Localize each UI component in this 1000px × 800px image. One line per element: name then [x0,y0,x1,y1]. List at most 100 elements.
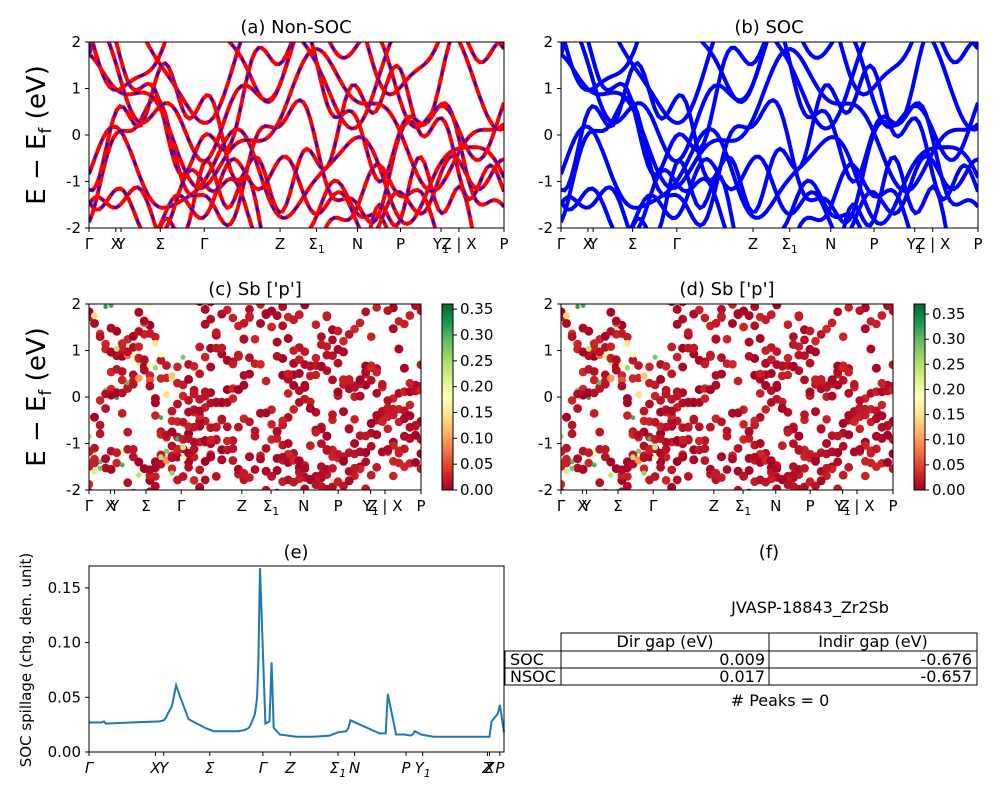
weight-point [806,281,815,290]
weight-point [562,290,570,298]
weight-point [256,304,265,309]
xtick-label: Γ [557,235,566,253]
weight-point [289,346,299,355]
weight-point [300,463,310,473]
weight-point [838,418,848,428]
weight-point [234,422,243,432]
weight-point [245,417,254,427]
weight-point [563,312,570,320]
weight-point [366,441,376,451]
weight-point [827,391,837,401]
weight-point [734,267,743,276]
xtick-label: Z [481,759,493,777]
weight-point [838,441,848,451]
weight-point [184,580,193,589]
weight-point [662,288,671,297]
weight-point [394,545,403,554]
weight-point [170,531,175,536]
weight-point [634,361,643,370]
band-line-overlay [159,156,474,228]
weight-point [295,257,304,266]
weight-point [218,493,227,502]
weight-point [411,519,420,528]
weight-point [378,287,387,296]
xtick-label: Γ [85,235,94,253]
weight-point [690,493,699,502]
weight-point [195,482,205,490]
weight-point [289,315,299,325]
weight-point [756,525,765,534]
weight-point [383,306,393,315]
weight-point [328,410,337,420]
weight-point [806,529,815,538]
weight-point [667,369,677,379]
weight-point [578,323,588,333]
weight-point [229,548,238,557]
ytick-label: 0.05 [48,688,81,706]
row-soc-label: SOC [510,650,544,669]
colorbar-label: 0.20 [932,380,965,398]
weight-point [223,305,232,315]
weight-point [778,291,787,300]
weight-point [584,458,593,468]
weight-point [827,375,837,385]
weight-point [256,319,265,328]
weight-point [223,504,232,513]
weight-point [651,568,660,577]
weight-point [563,468,570,475]
xtick-label: Z [284,759,296,777]
weight-point [734,525,743,534]
weight-point [645,245,654,254]
weight-point [295,474,304,484]
weight-point [579,531,588,540]
weight-point [578,347,588,357]
weight-point [700,313,710,323]
weight-point [112,529,121,538]
weight-point [839,290,848,299]
weight-point [822,383,831,392]
weight-point [134,526,143,535]
weight-point [372,462,382,472]
peaks-count: # Peaks = 0 [731,691,830,710]
weight-point [695,261,704,270]
weight-point [217,343,227,353]
weight-point [750,416,759,426]
xtick-label: Σ [156,235,165,253]
weight-point [772,347,782,356]
weight-point [103,304,108,310]
weight-point [234,352,243,361]
weight-point [800,351,809,360]
weight-point [855,238,864,247]
weight-point [617,487,626,490]
weight-point [772,463,782,473]
weight-point [871,431,881,441]
xtick-label: X [111,235,121,253]
weight-point [800,410,809,420]
weight-point [561,433,564,439]
weight-point [678,304,687,307]
weight-point [744,466,754,475]
weight-point [245,311,254,321]
weight-point [350,463,359,473]
weight-point [750,257,759,266]
weight-point [629,494,638,503]
weight-point [388,324,398,334]
weight-point [651,455,659,462]
colorbar-label: 0.25 [460,352,493,370]
weight-point [135,374,143,383]
panel-e-spillage: (e) SOC spillage (chg. den. unit) 0.00 0.… [17,542,505,780]
weight-point [322,431,332,441]
weight-point [569,465,575,471]
weight-point [356,272,365,281]
xtick-label: Z | X [915,235,950,253]
weight-point [355,318,365,328]
weight-point [366,375,376,385]
weight-point [173,452,182,462]
weight-point [794,446,804,455]
weight-point [695,436,704,446]
weight-point [833,307,843,317]
weight-point [339,456,348,466]
weight-point [89,433,92,439]
weight-point [645,452,654,462]
